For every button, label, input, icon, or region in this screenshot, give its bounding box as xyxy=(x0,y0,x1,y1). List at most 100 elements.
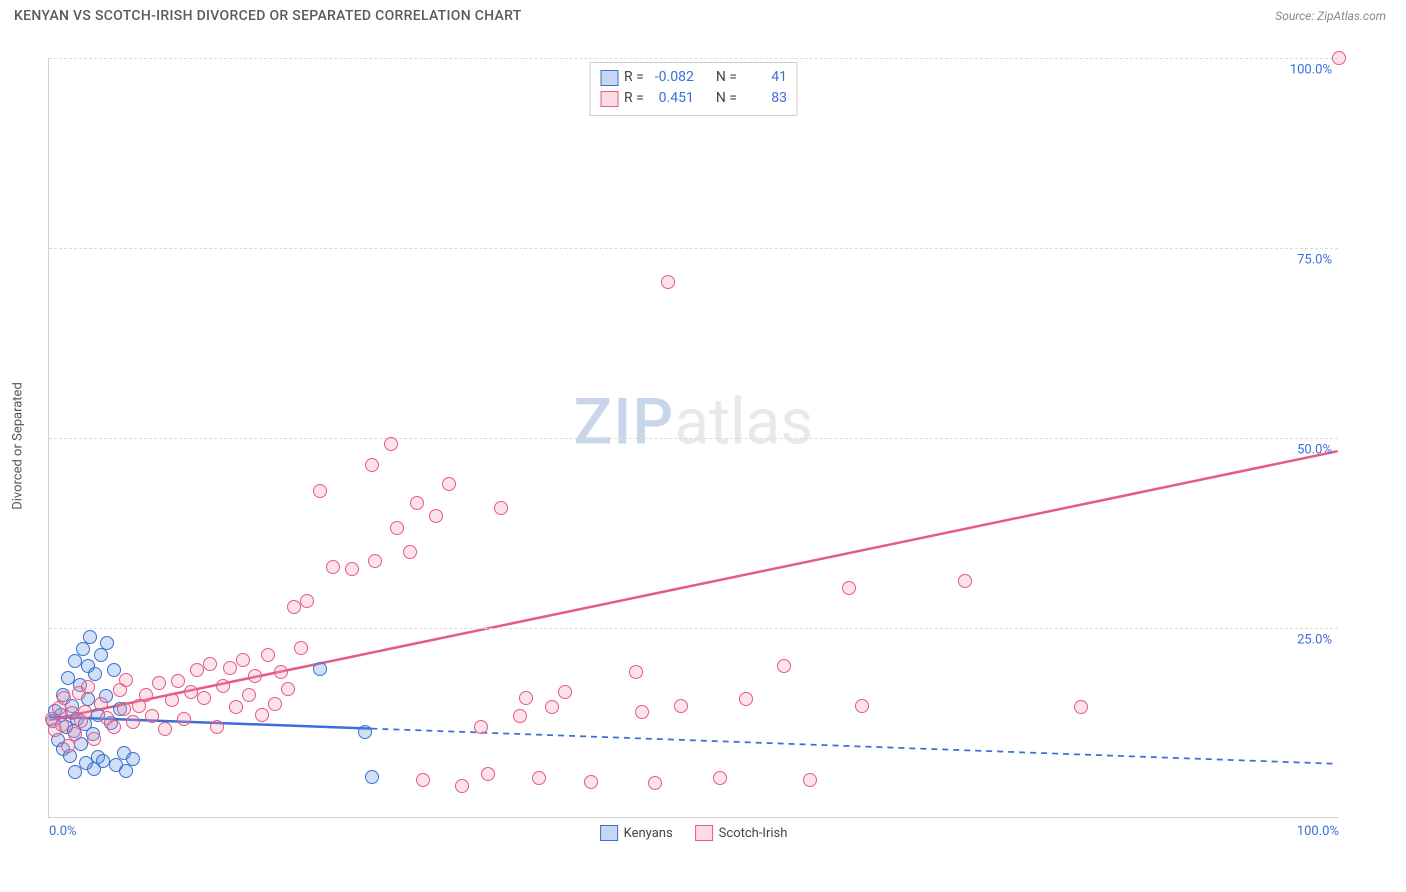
trend-line-solid xyxy=(49,451,1337,720)
grid-line xyxy=(49,248,1338,249)
legend-row: R =0.451N =83 xyxy=(600,88,787,109)
data-point xyxy=(145,709,159,723)
data-point xyxy=(403,545,417,559)
data-point xyxy=(94,648,108,662)
data-point xyxy=(119,673,133,687)
data-point xyxy=(410,496,424,510)
data-point xyxy=(139,688,153,702)
data-point xyxy=(55,718,69,732)
legend-r-label: R = xyxy=(624,67,644,88)
data-point xyxy=(777,659,791,673)
data-point xyxy=(1332,51,1346,65)
data-point xyxy=(481,767,495,781)
data-point xyxy=(94,697,108,711)
data-point xyxy=(96,754,110,768)
data-point xyxy=(390,521,404,535)
trend-line-dashed xyxy=(371,729,1337,764)
data-point xyxy=(100,636,114,650)
data-point xyxy=(358,725,372,739)
data-point xyxy=(532,771,546,785)
data-point xyxy=(165,693,179,707)
data-point xyxy=(236,653,250,667)
data-point xyxy=(268,697,282,711)
data-point xyxy=(803,773,817,787)
data-point xyxy=(416,773,430,787)
data-point xyxy=(88,667,102,681)
data-point xyxy=(635,705,649,719)
source-attribution: Source: ZipAtlas.com xyxy=(1275,9,1386,23)
data-point xyxy=(313,484,327,498)
data-point xyxy=(513,709,527,723)
legend-n-value: 83 xyxy=(743,88,787,109)
legend-r-label: R = xyxy=(624,88,644,109)
data-point xyxy=(474,720,488,734)
series-legend: Kenyans Scotch-Irish xyxy=(600,825,788,841)
data-point xyxy=(87,732,101,746)
data-point xyxy=(958,574,972,588)
x-tick-label: 100.0% xyxy=(1297,824,1339,839)
legend-n-value: 41 xyxy=(743,67,787,88)
legend-series-label: Kenyans xyxy=(624,826,673,841)
data-point xyxy=(365,770,379,784)
data-point xyxy=(281,682,295,696)
legend-swatch xyxy=(600,70,618,86)
grid-line xyxy=(49,58,1338,59)
data-point xyxy=(326,560,340,574)
data-point xyxy=(203,657,217,671)
legend-r-value: -0.082 xyxy=(650,67,694,88)
data-point xyxy=(210,720,224,734)
legend-r-value: 0.451 xyxy=(650,88,694,109)
data-point xyxy=(126,752,140,766)
data-point xyxy=(81,680,95,694)
data-point xyxy=(119,764,133,778)
grid-line xyxy=(49,628,1338,629)
data-point xyxy=(184,685,198,699)
legend-swatch xyxy=(695,825,713,841)
data-point xyxy=(661,275,675,289)
legend-swatch xyxy=(600,91,618,107)
data-point xyxy=(197,691,211,705)
legend-item: Kenyans xyxy=(600,825,673,841)
data-point xyxy=(158,722,172,736)
data-point xyxy=(294,641,308,655)
legend-swatch xyxy=(600,825,618,841)
data-point xyxy=(455,779,469,793)
legend-item: Scotch-Irish xyxy=(695,825,788,841)
data-point xyxy=(313,662,327,676)
y-tick-label: 100.0% xyxy=(1290,63,1332,78)
data-point xyxy=(57,691,71,705)
data-point xyxy=(107,663,121,677)
y-axis-label: Divorced or Separated xyxy=(11,382,26,510)
legend-n-label: N = xyxy=(716,67,737,88)
data-point xyxy=(494,501,508,515)
data-point xyxy=(429,509,443,523)
data-point xyxy=(229,700,243,714)
data-point xyxy=(287,600,301,614)
data-point xyxy=(739,692,753,706)
data-point xyxy=(558,685,572,699)
data-point xyxy=(442,477,456,491)
x-tick-label: 0.0% xyxy=(49,824,77,839)
data-point xyxy=(368,554,382,568)
data-point xyxy=(190,663,204,677)
data-point xyxy=(300,594,314,608)
data-point xyxy=(107,720,121,734)
data-point xyxy=(1074,700,1088,714)
data-point xyxy=(68,727,82,741)
data-point xyxy=(126,715,140,729)
header: KENYAN VS SCOTCH-IRISH DIVORCED OR SEPAR… xyxy=(0,0,1406,30)
data-point xyxy=(171,674,185,688)
legend-row: R = -0.082 N = 41 xyxy=(600,67,787,88)
chart-title: KENYAN VS SCOTCH-IRISH DIVORCED OR SEPAR… xyxy=(14,8,522,24)
scatter-plot: ZIPatlas R =-0.082N =41R =0.451N =83 Ken… xyxy=(48,58,1338,818)
data-point xyxy=(519,691,533,705)
data-point xyxy=(83,630,97,644)
data-point xyxy=(242,688,256,702)
data-point xyxy=(248,669,262,683)
correlation-legend: R = -0.082 N = 41R = 0.451 N = 83 xyxy=(589,62,798,116)
data-point xyxy=(255,708,269,722)
data-point xyxy=(177,712,191,726)
data-point xyxy=(713,771,727,785)
data-point xyxy=(117,702,131,716)
data-point xyxy=(384,437,398,451)
